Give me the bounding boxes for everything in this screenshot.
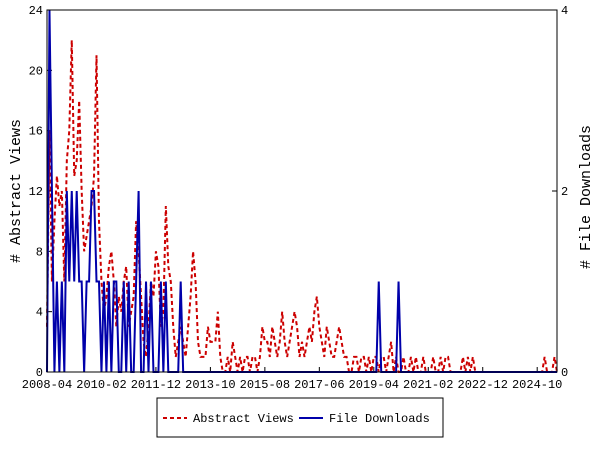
x-tick-label: 2024-10	[512, 378, 562, 392]
y2-axis-title: # File Downloads	[578, 125, 595, 269]
x-tick-label: 2021-02	[403, 378, 453, 392]
y-tick-label: 0	[36, 366, 43, 380]
x-tick-label: 2010-02	[76, 378, 126, 392]
y-tick-label: 4	[36, 306, 43, 320]
y-tick-label: 8	[36, 245, 43, 259]
legend-label: File Downloads	[329, 412, 430, 426]
plot-frame	[46, 9, 558, 373]
y-tick-label: 12	[29, 185, 43, 199]
x-tick-label: 2013-10	[185, 378, 235, 392]
x-tick-label: 2022-12	[458, 378, 508, 392]
x-tick-label: 2008-04	[22, 378, 72, 392]
y-tick-label: 20	[29, 64, 43, 78]
x-tick-label: 2019-04	[349, 378, 399, 392]
line-series	[46, 40, 558, 373]
x-tick-label: 2017-06	[294, 378, 344, 392]
line-series	[46, 9, 557, 373]
legend-label: Abstract Views	[193, 412, 294, 426]
x-tick-label: 2015-08	[240, 378, 290, 392]
x-tick-label: 2011-12	[131, 378, 181, 392]
y-tick-label: 16	[29, 125, 43, 139]
y2-tick-label: 2	[561, 185, 568, 199]
y2-tick-label: 0	[561, 366, 568, 380]
y2-tick-label: 4	[561, 4, 568, 18]
y-tick-label: 24	[29, 4, 43, 18]
y-axis-title: # Abstract Views	[8, 119, 25, 263]
